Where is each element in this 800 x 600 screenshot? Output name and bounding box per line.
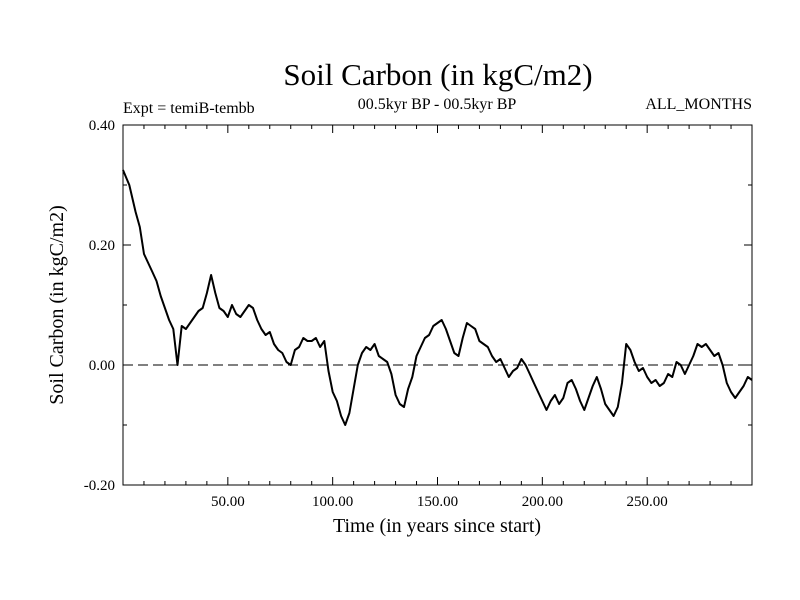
chart-subtitle-left: Expt = temiB-tembb <box>123 100 255 117</box>
soil-carbon-series-line <box>122 169 753 426</box>
x-tick-label: 200.00 <box>522 494 563 510</box>
x-tick-label: 50.00 <box>211 494 245 510</box>
x-tick-label: 250.00 <box>627 494 668 510</box>
chart-subtitle-right: ALL_MONTHS <box>645 96 752 113</box>
chart-title: Soil Carbon (in kgC/m2) <box>283 57 592 92</box>
x-tick-label: 150.00 <box>417 494 458 510</box>
plot-area-frame <box>122 124 753 486</box>
x-tick-label: 100.00 <box>312 494 353 510</box>
y-tick-label: 0.20 <box>89 238 115 254</box>
y-tick-label: 0.00 <box>89 358 115 374</box>
chart-subtitle-center: 00.5kyr BP - 00.5kyr BP <box>358 96 517 113</box>
x-axis-label: Time (in years since start) <box>333 515 541 537</box>
axis-ticks <box>123 125 752 485</box>
y-axis-label: Soil Carbon (in kgC/m2) <box>46 205 68 404</box>
y-tick-label: 0.40 <box>89 118 115 134</box>
y-tick-label: -0.20 <box>84 478 115 494</box>
axis-tick-labels: 50.00 100.00 150.00 200.00 250.00 -0.20 0.00 0.… <box>84 118 668 510</box>
